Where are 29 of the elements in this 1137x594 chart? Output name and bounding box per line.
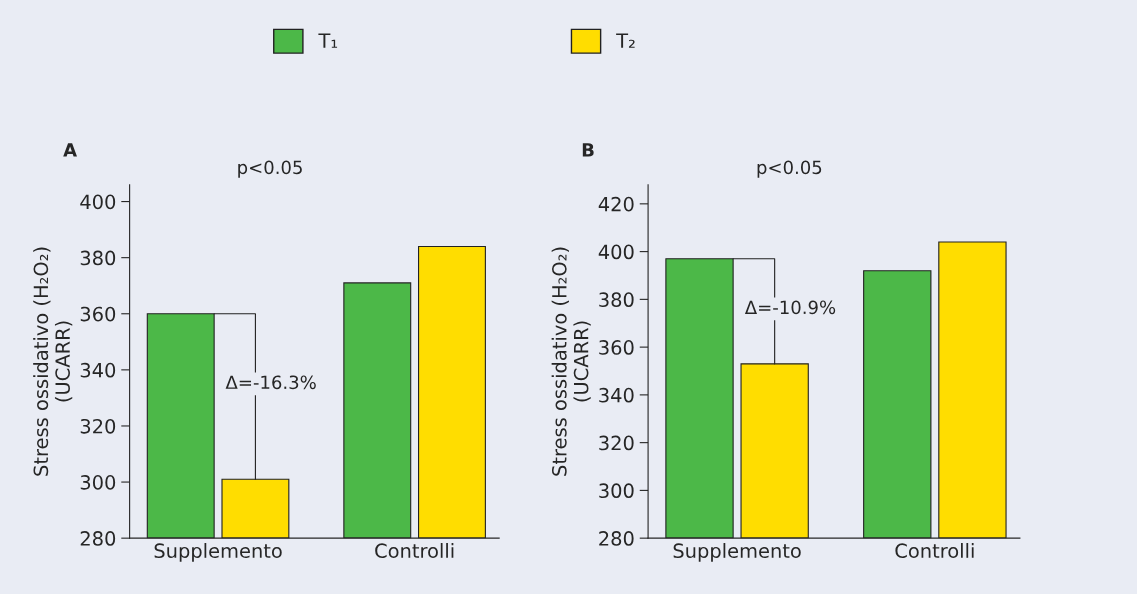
y-tick-label: 400 — [80, 194, 116, 210]
y-tick-label: 280 — [599, 531, 634, 546]
x-tick-label: Controlli — [375, 543, 454, 559]
y-tick-label: 420 — [598, 196, 634, 212]
y-tick-label: 340 — [80, 362, 116, 378]
y-tick-label: 300 — [80, 475, 116, 490]
y-tick-label: 320 — [599, 435, 634, 451]
annotation: Δ=-16.3% — [225, 375, 316, 390]
legend-label: T₁ — [318, 33, 338, 48]
chart-title: A — [63, 143, 77, 157]
x-tick-label: Supplemento — [673, 543, 801, 562]
x-tick-label: Controlli — [895, 543, 974, 559]
y-tick-label: 320 — [80, 418, 116, 434]
y-tick-label: 360 — [599, 340, 634, 355]
y-axis-title: Stress ossidativo (H₂O₂) (UCARR) — [551, 247, 591, 476]
y-tick-label: 360 — [80, 306, 116, 322]
y-tick-label: 380 — [80, 250, 116, 266]
y-tick-label: 380 — [599, 292, 634, 308]
chart-title: B — [582, 143, 594, 157]
y-tick-label: 280 — [80, 531, 116, 546]
y-tick-label: 340 — [599, 387, 634, 403]
legend-label: T₂ — [616, 33, 635, 48]
y-tick-label: 400 — [598, 244, 634, 260]
text: p<0.05 — [757, 160, 822, 178]
x-tick-label: Supplemento — [154, 543, 282, 562]
y-axis-title: Stress ossidativo (H₂O₂) (UCARR) — [33, 247, 73, 476]
annotation: Δ=-10.9% — [744, 300, 836, 315]
y-tick-label: 300 — [599, 483, 634, 499]
text: p<0.05 — [238, 160, 302, 178]
